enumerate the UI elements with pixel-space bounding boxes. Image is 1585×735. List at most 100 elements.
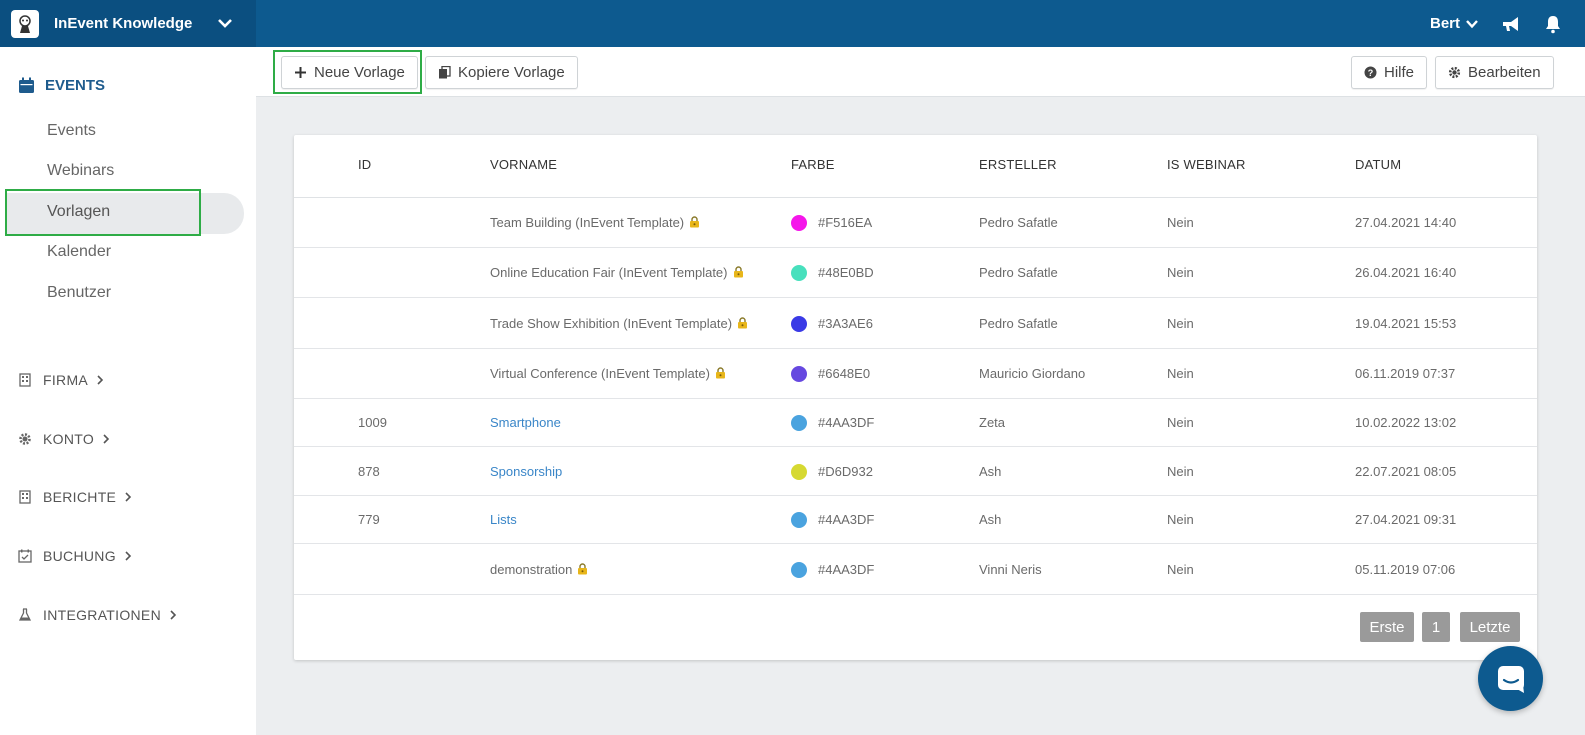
table-row[interactable]: Trade Show Exhibition (InEvent Template)… xyxy=(294,298,1537,349)
row-creator: Ash xyxy=(979,464,1002,479)
active-item-background xyxy=(6,193,244,234)
row-name-text: Online Education Fair (InEvent Template) xyxy=(490,265,728,280)
gear-icon xyxy=(1448,66,1461,79)
copy-template-button[interactable]: Kopiere Vorlage xyxy=(425,56,578,89)
sidebar-section-konto[interactable]: KONTO xyxy=(18,431,111,447)
row-color-hex: #3A3AE6 xyxy=(818,316,873,331)
chevron-down-icon[interactable] xyxy=(1465,17,1479,31)
vorlagen-highlight-box xyxy=(5,189,201,236)
row-id: 779 xyxy=(358,512,380,527)
plus-icon xyxy=(295,67,306,78)
sidebar-item-webinars[interactable]: Webinars xyxy=(47,162,115,179)
building-icon xyxy=(19,373,31,387)
row-name-text: Team Building (InEvent Template) xyxy=(490,215,685,230)
question-circle-icon: ? xyxy=(1364,66,1377,79)
row-id: 1009 xyxy=(358,415,387,430)
row-color-hex: #48E0BD xyxy=(818,265,874,280)
flask-icon xyxy=(18,608,32,621)
table-row[interactable]: Online Education Fair (InEvent Template)… xyxy=(294,248,1537,298)
megaphone-icon[interactable] xyxy=(1501,14,1521,34)
sidebar-item-events[interactable]: Events xyxy=(47,122,96,139)
pagination-first-button[interactable]: Erste xyxy=(1360,612,1414,642)
color-swatch xyxy=(791,562,807,578)
row-name[interactable]: Lists xyxy=(490,512,517,527)
color-swatch xyxy=(791,215,807,231)
calendar-check-icon xyxy=(18,549,32,563)
color-swatch xyxy=(791,415,807,431)
user-menu[interactable]: Bert xyxy=(1429,15,1460,32)
row-date: 27.04.2021 09:31 xyxy=(1355,512,1457,527)
gear-icon xyxy=(19,433,31,445)
row-webinar: Nein xyxy=(1167,415,1194,430)
column-header-name[interactable]: VORNAME xyxy=(490,157,558,172)
row-creator: Pedro Safatle xyxy=(979,316,1058,331)
column-header-webinar[interactable]: IS WEBINAR xyxy=(1167,157,1246,172)
help-button[interactable]: ? Hilfe xyxy=(1351,56,1428,89)
column-header-date[interactable]: DATUM xyxy=(1355,157,1402,172)
color-swatch xyxy=(791,464,807,480)
column-header-color[interactable]: FARBE xyxy=(791,157,835,172)
chevron-right-icon xyxy=(125,551,132,561)
sidebar-item-vorlagen[interactable]: Vorlagen xyxy=(47,203,111,220)
table-row[interactable]: Team Building (InEvent Template) #F516EA P… xyxy=(294,198,1537,248)
table-row[interactable]: 779 Lists #4AA3DF Ash Nein 27.04.2021 09:31 xyxy=(294,496,1537,544)
row-webinar: Nein xyxy=(1167,316,1194,331)
column-header-id[interactable]: ID xyxy=(358,157,372,172)
row-date: 06.11.2019 07:37 xyxy=(1355,366,1456,381)
chat-icon xyxy=(1497,665,1524,693)
row-color-hex: #4AA3DF xyxy=(818,562,875,577)
sidebar-section-firma[interactable]: FIRMA xyxy=(18,372,105,388)
sidebar-section-berichte[interactable]: BERICHTE xyxy=(18,489,133,505)
brand-switcher[interactable]: InEvent Knowledge xyxy=(0,0,256,47)
table-row[interactable]: 1009 Smartphone #4AA3DF Zeta Nein 10.02.2022 … xyxy=(294,399,1537,447)
column-header-creator[interactable]: ERSTELLER xyxy=(979,157,1057,172)
sidebar-section-label: BERICHTE xyxy=(43,489,117,505)
row-name: Team Building (InEvent Template) xyxy=(490,215,700,230)
row-webinar: Nein xyxy=(1167,562,1194,577)
row-creator: Ash xyxy=(979,512,1002,527)
edit-button[interactable]: Bearbeiten xyxy=(1435,56,1554,89)
chevron-right-icon xyxy=(97,375,104,385)
sidebar-section-label: INTEGRATIONEN xyxy=(43,607,161,623)
help-label: Hilfe xyxy=(1384,64,1415,81)
row-name-text: demonstration xyxy=(490,562,573,577)
row-date: 27.04.2021 14:40 xyxy=(1355,215,1457,230)
sidebar-section-events[interactable]: EVENTS xyxy=(18,77,105,94)
chat-launcher-button[interactable] xyxy=(1478,646,1543,711)
edit-label: Bearbeiten xyxy=(1468,64,1541,81)
sidebar-item-benutzer[interactable]: Benutzer xyxy=(47,284,112,301)
sidebar-section-label: EVENTS xyxy=(45,77,106,94)
app-name: InEvent Knowledge xyxy=(54,15,193,32)
row-name[interactable]: Smartphone xyxy=(490,415,561,430)
sidebar-section-buchung[interactable]: BUCHUNG xyxy=(18,548,133,564)
templates-table-card: ID VORNAME FARBE ERSTELLER IS WEBINAR DA… xyxy=(294,135,1537,660)
table-row[interactable]: demonstration #4AA3DF Vinni Neris Nein 05.11… xyxy=(294,544,1537,595)
sidebar-item-kalender[interactable]: Kalender xyxy=(47,243,112,260)
pagination-last-button[interactable]: Letzte xyxy=(1460,612,1520,642)
new-template-button[interactable]: Neue Vorlage xyxy=(281,56,418,89)
svg-text:?: ? xyxy=(1368,68,1374,78)
row-color-hex: #F516EA xyxy=(818,215,873,230)
copy-template-label: Kopiere Vorlage xyxy=(458,64,565,81)
row-date: 22.07.2021 08:05 xyxy=(1355,464,1457,479)
pagination-page-1[interactable]: 1 xyxy=(1422,612,1450,642)
table-row[interactable]: 878 Sponsorship #D6D932 Ash Nein 22.07.2021 0… xyxy=(294,447,1537,496)
row-color-hex: #4AA3DF xyxy=(818,415,875,430)
row-color-hex: #6648E0 xyxy=(818,366,871,381)
chevron-right-icon xyxy=(170,610,177,620)
new-template-highlight-box xyxy=(273,50,422,94)
lock-icon xyxy=(690,216,700,228)
table-row[interactable]: Virtual Conference (InEvent Template) #66… xyxy=(294,349,1537,399)
row-creator: Pedro Safatle xyxy=(979,215,1058,230)
logo-icon xyxy=(11,9,39,38)
bell-icon[interactable] xyxy=(1543,14,1563,34)
row-name-text: Lists xyxy=(490,512,517,527)
row-date: 10.02.2022 13:02 xyxy=(1355,415,1457,430)
sidebar-section-integrationen[interactable]: INTEGRATIONEN xyxy=(18,607,178,623)
row-name: demonstration xyxy=(490,562,588,577)
row-creator: Mauricio Giordano xyxy=(979,366,1086,381)
row-webinar: Nein xyxy=(1167,265,1194,280)
row-name[interactable]: Sponsorship xyxy=(490,464,562,479)
sidebar-section-label: BUCHUNG xyxy=(43,548,116,564)
row-creator: Pedro Safatle xyxy=(979,265,1058,280)
